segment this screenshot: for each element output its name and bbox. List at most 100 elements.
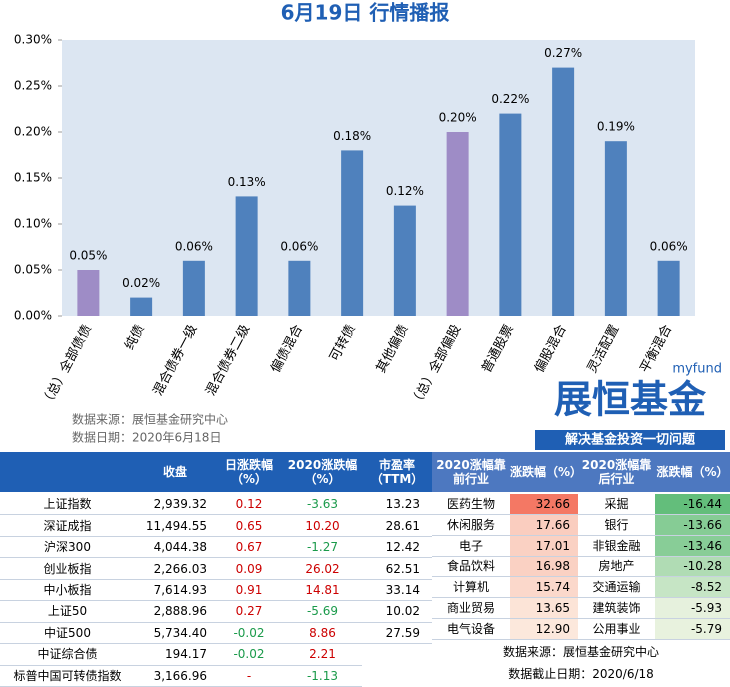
- row-label: 银行: [578, 515, 655, 536]
- value-label: 0.22%: [491, 92, 529, 106]
- table-cell: 0.09: [215, 558, 283, 580]
- row-label: 交通运输: [578, 577, 655, 599]
- table-cell: 0.91: [215, 580, 283, 602]
- x-tick-label: 纯债: [122, 322, 147, 352]
- row-label: 电气设备: [432, 619, 510, 640]
- x-tick-label: 混合债券二级: [202, 322, 253, 398]
- table-cell: 26.02: [283, 558, 362, 580]
- header-bg: [0, 452, 432, 492]
- table-cell: 0.27: [215, 601, 283, 623]
- value-label: 0.27%: [544, 46, 582, 60]
- value-label: 0.06%: [175, 239, 213, 253]
- row-label: 创业板指: [0, 558, 135, 580]
- row-label: 商业贸易: [432, 598, 510, 620]
- table-cell: -13.66: [655, 514, 730, 536]
- table-cell: 2,939.32: [135, 494, 215, 516]
- row-label: 上证50: [0, 601, 135, 623]
- y-tick-label: 0.15%: [14, 171, 52, 185]
- table-cell: 0.67: [215, 537, 283, 559]
- row-label: 采掘: [578, 494, 655, 515]
- table-cell: 12.90: [510, 619, 578, 640]
- table-cell: 17.01: [510, 535, 578, 557]
- value-label: 0.18%: [333, 129, 371, 143]
- bar: [393, 205, 416, 316]
- value-label: 0.02%: [122, 276, 160, 290]
- table-cell: 17.66: [510, 514, 578, 536]
- table-cell: 62.51: [362, 558, 432, 580]
- logo-name: 展恒基金: [554, 378, 707, 422]
- table-cell: 2,266.03: [135, 558, 215, 580]
- plot-area: [62, 40, 695, 316]
- header-bg: [432, 452, 730, 492]
- bar: [657, 260, 680, 316]
- source-text: 数据来源：展恒基金研究中心: [72, 412, 228, 427]
- row-label: 公用事业: [578, 619, 655, 640]
- value-label: 0.06%: [280, 239, 318, 253]
- table-cell: 32.66: [510, 494, 578, 515]
- value-label: 0.20%: [439, 111, 477, 125]
- logo-band: [535, 430, 725, 450]
- chart-title: 6月19日 行情播报: [281, 1, 450, 25]
- table-cell: -1.27: [283, 537, 362, 559]
- header-cell: 2020涨幅靠后行业: [581, 458, 652, 486]
- value-label: 0.06%: [650, 239, 688, 253]
- logo-brand: myfund: [672, 362, 722, 377]
- row-label: 电子: [432, 536, 510, 557]
- value-label: 0.19%: [597, 120, 635, 134]
- y-tick-label: 0.10%: [14, 217, 52, 231]
- table-cell: 15.74: [510, 577, 578, 599]
- table-cell: -1.13: [283, 666, 362, 687]
- y-tick-label: 0.05%: [14, 263, 52, 277]
- x-tick-label: 其他偏债: [374, 322, 412, 375]
- table-cell: -0.02: [215, 623, 283, 645]
- table-cell: -0.02: [215, 644, 283, 666]
- header-cell: 日涨跌幅（%）: [224, 458, 273, 486]
- table-cell: -5.69: [283, 601, 362, 623]
- row-label: 食品饮料: [432, 557, 510, 578]
- table-cell: 0.12: [215, 494, 283, 516]
- x-tick-label: 偏股混合: [532, 322, 570, 375]
- bar: [552, 67, 575, 316]
- header-cell: 市盈率（TTM）: [370, 458, 424, 486]
- table-cell: 33.14: [362, 580, 432, 602]
- table-cell: 2,888.96: [135, 601, 215, 623]
- x-tick-label: （总）全部偏股: [407, 322, 464, 410]
- table-cell: 10.02: [362, 601, 432, 623]
- table-cell: 12.42: [362, 537, 432, 559]
- table-cell: 0.65: [215, 515, 283, 537]
- row-label: 医药生物: [432, 494, 510, 515]
- bar: [604, 141, 627, 316]
- date-text: 数据截止日期：2020/6/18: [508, 667, 654, 681]
- table-cell: -3.63: [283, 494, 362, 516]
- x-tick-label: 灵活配置: [585, 322, 623, 375]
- header-cell: 涨跌幅（%）: [656, 465, 729, 479]
- x-tick-label: 混合债券一级: [150, 322, 201, 398]
- y-tick-label: 0.25%: [14, 79, 52, 93]
- row-label: 房地产: [578, 557, 655, 578]
- row-label: 计算机: [432, 577, 510, 599]
- row-label: 标普中国可转债指数: [0, 666, 135, 687]
- bar: [77, 270, 100, 316]
- bar: [235, 196, 258, 316]
- table-cell: 194.17: [135, 644, 215, 666]
- bar: [182, 260, 205, 316]
- row-label: 非银金融: [578, 536, 655, 557]
- value-label: 0.13%: [228, 175, 266, 189]
- bar: [341, 150, 364, 316]
- y-tick-label: 0.20%: [14, 125, 52, 139]
- table-cell: 16.98: [510, 556, 578, 578]
- bar: [446, 132, 469, 316]
- bar: [130, 297, 153, 316]
- table-cell: 3,166.96: [135, 666, 215, 687]
- table-cell: 5,734.40: [135, 623, 215, 645]
- table-cell: 28.61: [362, 515, 432, 537]
- row-label: 沪深300: [0, 537, 135, 559]
- x-tick-label: 偏债混合: [268, 322, 306, 375]
- table-cell: 8.86: [283, 623, 362, 645]
- value-label: 0.05%: [69, 249, 107, 263]
- x-tick-label: 普通股票: [479, 322, 517, 375]
- row-label: 中小板指: [0, 580, 135, 602]
- bar: [499, 113, 522, 316]
- value-label: 0.12%: [386, 184, 424, 198]
